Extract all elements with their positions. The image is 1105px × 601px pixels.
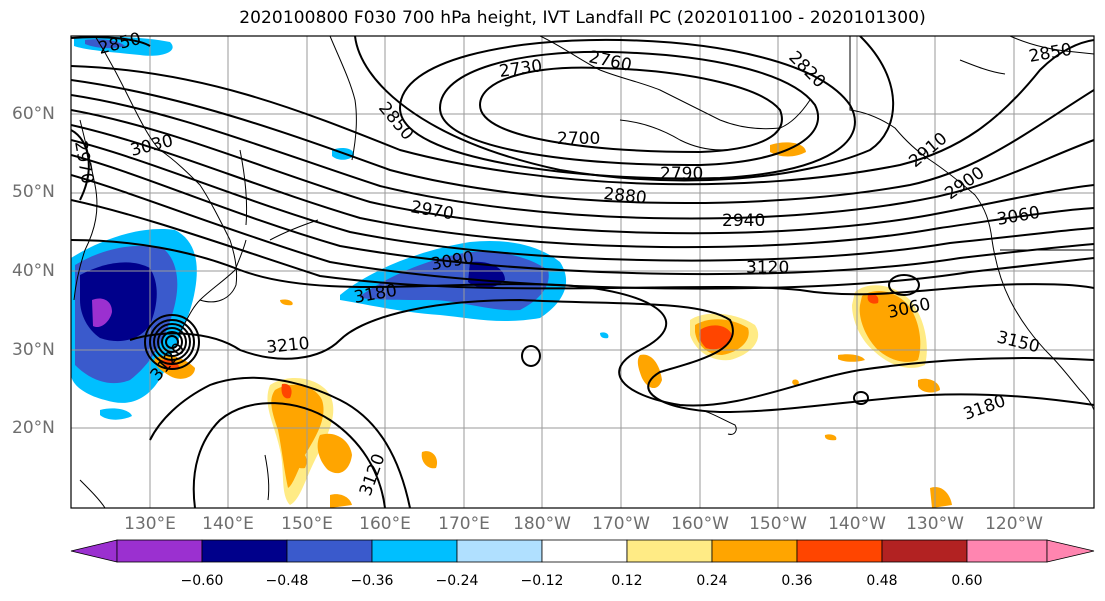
colorbar-segment — [881, 539, 968, 563]
colorbar-label: 0.24 — [696, 573, 728, 589]
lon-label: 130°E — [124, 514, 176, 534]
colorbar — [70, 539, 1095, 563]
colorbar-segment — [711, 539, 798, 563]
contour-label: 3120 — [746, 258, 789, 278]
colorbar-segment — [70, 539, 118, 563]
contour-label: 2700 — [557, 129, 600, 149]
lat-label: 20°N — [12, 418, 55, 438]
lon-label: 160°W — [671, 514, 729, 534]
colorbar-label: 0.12 — [611, 573, 643, 589]
contour-label-group: 2850 2730 2760 2820 2850 2700 2850 3030 … — [70, 29, 1073, 499]
height-contours — [71, 36, 1094, 508]
colorbar-label: 0.60 — [951, 573, 983, 589]
lon-label: 140°E — [202, 514, 254, 534]
lon-label: 150°E — [281, 514, 333, 534]
lat-label: 50°N — [12, 182, 55, 202]
lon-label: 130°W — [906, 514, 964, 534]
map-gridlines — [71, 36, 1094, 508]
colorbar-label: −0.60 — [180, 573, 224, 589]
colorbar-label: −0.36 — [350, 573, 394, 589]
lat-label: 60°N — [12, 104, 55, 124]
contour-label: 2940 — [722, 211, 765, 231]
colorbar-segment — [626, 539, 713, 563]
colorbar-label: −0.12 — [520, 573, 564, 589]
lon-label: 120°W — [985, 514, 1043, 534]
lon-label: 180°W — [513, 514, 571, 534]
colorbar-label: −0.48 — [265, 573, 309, 589]
lon-label: 140°W — [828, 514, 886, 534]
contour-label: 3210 — [265, 334, 310, 358]
coastlines — [73, 36, 1094, 508]
colorbar-segment — [456, 539, 543, 563]
contour-label: 2880 — [602, 184, 647, 208]
contour-label: 2790 — [660, 164, 703, 184]
lat-label: 40°N — [12, 261, 55, 281]
colorbar-segment — [201, 539, 288, 563]
map-border — [70, 35, 1095, 509]
lon-label: 160°E — [359, 514, 411, 534]
lon-label: 170°E — [438, 514, 490, 534]
colorbar-segment — [116, 539, 203, 563]
colorbar-segment — [371, 539, 458, 563]
colorbar-segment — [1046, 539, 1095, 563]
map-title: 2020100800 F030 700 hPa height, IVT Land… — [239, 8, 926, 28]
colorbar-segment — [541, 539, 628, 563]
lon-label: 150°W — [749, 514, 807, 534]
colorbar-segment — [796, 539, 883, 563]
colorbar-label: 0.36 — [781, 573, 813, 589]
colorbar-label: 0.48 — [866, 573, 898, 589]
lat-label: 30°N — [12, 340, 55, 360]
lon-label: 170°W — [592, 514, 650, 534]
colorbar-segment — [966, 539, 1048, 563]
colorbar-segment — [286, 539, 373, 563]
colorbar-label: −0.24 — [435, 573, 479, 589]
